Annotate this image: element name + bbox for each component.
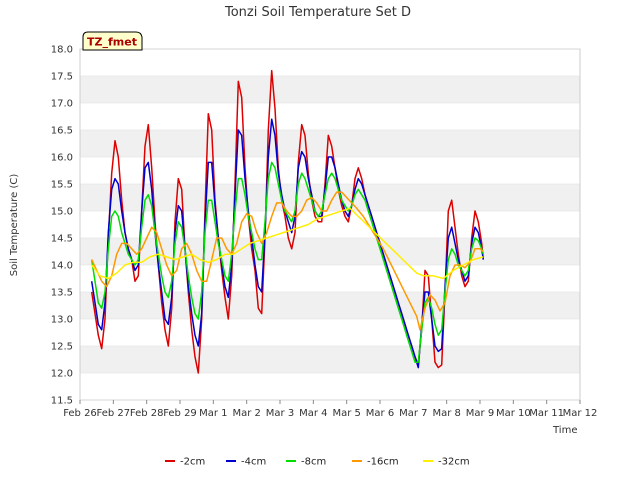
x-tick-label: Mar 7	[399, 408, 427, 419]
y-tick-label: 14.0	[51, 261, 73, 272]
x-tick-label: Mar 11	[529, 408, 564, 419]
y-tick-label: 15.0	[51, 207, 73, 218]
x-tick-label: Mar 4	[299, 408, 327, 419]
y-tick-label: 11.5	[51, 396, 73, 407]
legend-label: -2cm	[180, 457, 205, 468]
y-tick-label: 13.0	[51, 315, 73, 326]
y-tick-label: 15.5	[51, 180, 73, 191]
grid-band	[80, 76, 580, 103]
x-tick-label: Mar 5	[332, 408, 360, 419]
plot-background-bands	[80, 49, 580, 400]
y-axis-title: Soil Temperature (C)	[9, 174, 20, 277]
y-axis-ticks: 11.5 12.0 12.5 13.0 13.5 14.0 14.5 15.0 15.5 16.0…	[51, 45, 580, 407]
y-tick-label: 14.5	[51, 234, 73, 245]
y-tick-label: 13.5	[51, 288, 73, 299]
grid-band	[80, 238, 580, 265]
x-tick-label: Feb 28	[130, 408, 164, 419]
x-tick-label: Mar 2	[232, 408, 260, 419]
grid-band	[80, 130, 580, 157]
x-tick-label: Mar 12	[563, 408, 598, 419]
y-tick-label: 12.5	[51, 342, 73, 353]
badge-label: TZ_fmet	[87, 36, 137, 49]
y-tick-label: 18.0	[51, 45, 73, 56]
y-tick-label: 12.0	[51, 369, 73, 380]
legend-label: -32cm	[438, 457, 470, 468]
legend-label: -8cm	[301, 457, 326, 468]
x-tick-label: Mar 1	[199, 408, 227, 419]
y-tick-label: 17.0	[51, 99, 73, 110]
legend-label: -16cm	[367, 457, 399, 468]
grid-band	[80, 346, 580, 373]
grid-band	[80, 292, 580, 319]
y-tick-label: 17.5	[51, 72, 73, 83]
x-tick-label: Mar 10	[496, 408, 531, 419]
plot-area	[80, 49, 580, 400]
x-tick-label: Feb 29	[163, 408, 197, 419]
legend: -2cm -4cm -8cm -16cm -32cm	[165, 457, 470, 468]
x-axis-title: Time	[552, 425, 577, 436]
series-line-16cm	[91, 191, 484, 331]
chart-title: Tonzi Soil Temperature Set D	[224, 5, 411, 20]
x-tick-label: Feb 26	[63, 408, 97, 419]
badge-box	[82, 31, 143, 51]
series-lines	[90, 69, 485, 374]
x-tick-label: Mar 6	[366, 408, 394, 419]
series-line-32cm	[91, 207, 484, 280]
y-tick-label: 16.0	[51, 153, 73, 164]
x-tick-label: Mar 3	[266, 408, 294, 419]
y-tick-label: 16.5	[51, 126, 73, 137]
x-axis-ticks: Feb 26 Feb 27 Feb 28 Feb 29 Mar 1 Mar 2 Mar 3 M…	[63, 400, 597, 419]
grid-band	[80, 184, 580, 211]
series-line-8cm	[90, 161, 485, 363]
legend-label: -4cm	[241, 457, 266, 468]
x-tick-label: Mar 8	[432, 408, 460, 419]
x-tick-label: Mar 9	[466, 408, 494, 419]
site-badge: TZ_fmet	[82, 31, 143, 51]
x-tick-label: Feb 27	[97, 408, 131, 419]
